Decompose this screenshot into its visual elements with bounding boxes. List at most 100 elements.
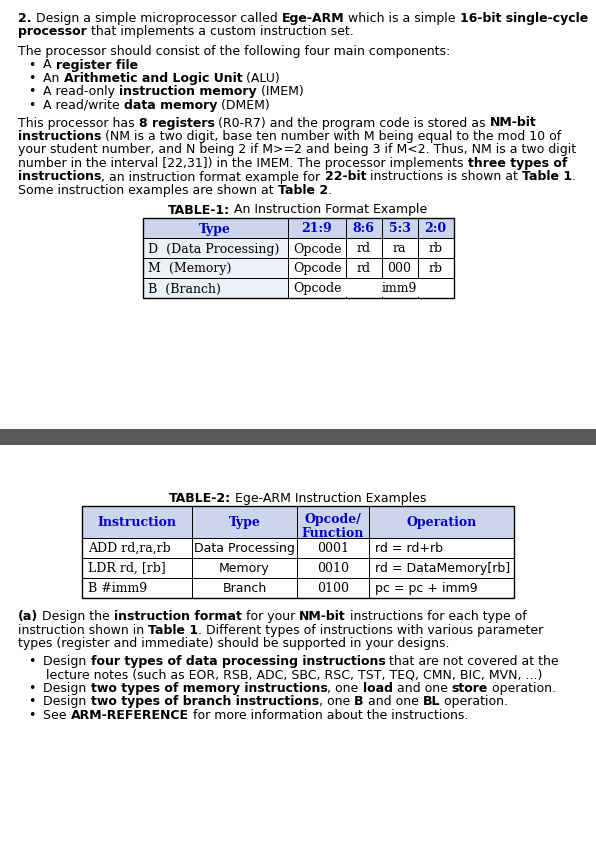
Text: D  (Data Processing): D (Data Processing) bbox=[148, 242, 280, 255]
Text: TABLE-1:: TABLE-1: bbox=[168, 203, 231, 217]
Text: •: • bbox=[28, 694, 35, 708]
Bar bbox=[369, 558, 514, 577]
Bar bbox=[142, 218, 287, 239]
Bar bbox=[287, 239, 346, 258]
Bar bbox=[418, 239, 454, 258]
Text: that are not covered at the: that are not covered at the bbox=[386, 654, 559, 667]
Text: imm9: imm9 bbox=[382, 282, 417, 295]
Text: and one: and one bbox=[393, 682, 452, 694]
Text: NM-bit: NM-bit bbox=[490, 116, 537, 130]
Text: Memory: Memory bbox=[219, 561, 270, 574]
Text: rb: rb bbox=[429, 242, 443, 255]
Bar bbox=[287, 258, 346, 279]
Bar bbox=[346, 218, 381, 239]
Text: B #imm9: B #imm9 bbox=[88, 581, 147, 595]
Text: A read-only: A read-only bbox=[35, 85, 119, 98]
Text: lecture notes (such as EOR, RSB, ADC, SBC, RSC, TST, TEQ, CMN, BIC, MVN, ...): lecture notes (such as EOR, RSB, ADC, SB… bbox=[46, 668, 542, 681]
Text: . Different types of instructions with various parameter: . Different types of instructions with v… bbox=[198, 624, 544, 636]
Text: Table 1: Table 1 bbox=[522, 171, 572, 183]
Text: Design the: Design the bbox=[38, 610, 114, 623]
Text: The processor should consist of the following four main components:: The processor should consist of the foll… bbox=[18, 45, 450, 58]
Text: •: • bbox=[28, 72, 35, 85]
Text: 8:6: 8:6 bbox=[353, 223, 374, 235]
Text: which is a simple: which is a simple bbox=[344, 12, 460, 25]
Bar bbox=[369, 538, 514, 558]
Text: (R0-R7) and the program code is stored as: (R0-R7) and the program code is stored a… bbox=[215, 116, 490, 130]
Bar bbox=[381, 258, 418, 279]
Text: (IMEM): (IMEM) bbox=[257, 85, 304, 98]
Text: rd = DataMemory[rb]: rd = DataMemory[rb] bbox=[375, 561, 510, 574]
Text: .: . bbox=[328, 183, 332, 197]
Bar bbox=[346, 258, 381, 279]
Text: Design: Design bbox=[35, 682, 91, 694]
Text: BL: BL bbox=[423, 694, 440, 708]
Bar bbox=[192, 538, 297, 558]
Text: 0001: 0001 bbox=[317, 542, 349, 554]
Bar bbox=[142, 239, 287, 258]
Text: instructions is shown at: instructions is shown at bbox=[366, 171, 522, 183]
Text: types (register and immediate) should be supported in your designs.: types (register and immediate) should be… bbox=[18, 636, 449, 650]
Bar bbox=[418, 279, 454, 299]
Text: Operation: Operation bbox=[406, 515, 477, 528]
Text: operation.: operation. bbox=[488, 682, 556, 694]
Text: B: B bbox=[354, 694, 364, 708]
Text: instructions: instructions bbox=[18, 130, 101, 142]
Text: Ege-ARM: Ege-ARM bbox=[282, 12, 344, 25]
Text: 000: 000 bbox=[387, 262, 411, 276]
Text: Type: Type bbox=[199, 223, 231, 235]
Text: pc = pc + imm9: pc = pc + imm9 bbox=[375, 581, 477, 595]
Text: data memory: data memory bbox=[124, 99, 218, 112]
Bar bbox=[82, 538, 192, 558]
Text: 2.: 2. bbox=[18, 12, 36, 25]
Text: ADD rd,ra,rb: ADD rd,ra,rb bbox=[88, 542, 170, 554]
Text: three types of: three types of bbox=[467, 157, 567, 170]
Text: two types of memory instructions: two types of memory instructions bbox=[91, 682, 327, 694]
Text: 2:0: 2:0 bbox=[424, 223, 446, 235]
Bar bbox=[287, 279, 346, 299]
Text: Opcode: Opcode bbox=[293, 242, 342, 255]
Text: •: • bbox=[28, 708, 35, 721]
Bar bbox=[381, 239, 418, 258]
Text: •: • bbox=[28, 682, 35, 694]
Text: Branch: Branch bbox=[222, 581, 266, 595]
Bar bbox=[418, 218, 454, 239]
Text: number in the interval [22,31]) in the IMEM. The processor implements: number in the interval [22,31]) in the I… bbox=[18, 157, 467, 170]
Text: •: • bbox=[28, 654, 35, 667]
Text: and one: and one bbox=[364, 694, 423, 708]
Text: , one: , one bbox=[319, 694, 354, 708]
Text: (ALU): (ALU) bbox=[243, 72, 280, 85]
Text: See: See bbox=[35, 708, 71, 721]
Bar bbox=[82, 506, 514, 598]
Text: A read/write: A read/write bbox=[35, 99, 124, 112]
Bar bbox=[142, 218, 454, 299]
Text: that implements a custom instruction set.: that implements a custom instruction set… bbox=[87, 26, 353, 38]
Text: register file: register file bbox=[56, 59, 138, 72]
Text: Type: Type bbox=[228, 515, 260, 528]
Text: (DMEM): (DMEM) bbox=[218, 99, 270, 112]
Text: Arithmetic and Logic Unit: Arithmetic and Logic Unit bbox=[64, 72, 243, 85]
Text: This processor has: This processor has bbox=[18, 116, 139, 130]
Text: instruction memory: instruction memory bbox=[119, 85, 257, 98]
Bar bbox=[82, 577, 192, 598]
Bar bbox=[418, 258, 454, 279]
Text: (NM is a two digit, base ten number with M being equal to the mod 10 of: (NM is a two digit, base ten number with… bbox=[101, 130, 561, 142]
Text: ARM-REFERENCE: ARM-REFERENCE bbox=[71, 708, 189, 721]
Text: instruction shown in: instruction shown in bbox=[18, 624, 148, 636]
Text: Opcode: Opcode bbox=[293, 262, 342, 276]
Text: Opcode: Opcode bbox=[293, 282, 342, 295]
Text: instructions: instructions bbox=[18, 171, 101, 183]
Text: •: • bbox=[28, 85, 35, 98]
Text: , an instruction format example for: , an instruction format example for bbox=[101, 171, 324, 183]
Text: 0100: 0100 bbox=[317, 581, 349, 595]
Text: Design: Design bbox=[35, 694, 91, 708]
Text: B  (Branch): B (Branch) bbox=[148, 282, 221, 295]
Bar bbox=[142, 258, 287, 279]
Bar bbox=[192, 558, 297, 577]
Text: A: A bbox=[35, 59, 56, 72]
Text: (a): (a) bbox=[18, 610, 38, 623]
Text: Function: Function bbox=[302, 526, 364, 539]
Text: TABLE-2:: TABLE-2: bbox=[169, 491, 231, 504]
Bar bbox=[381, 218, 418, 239]
Text: 22-bit: 22-bit bbox=[324, 171, 366, 183]
Bar bbox=[82, 506, 192, 538]
